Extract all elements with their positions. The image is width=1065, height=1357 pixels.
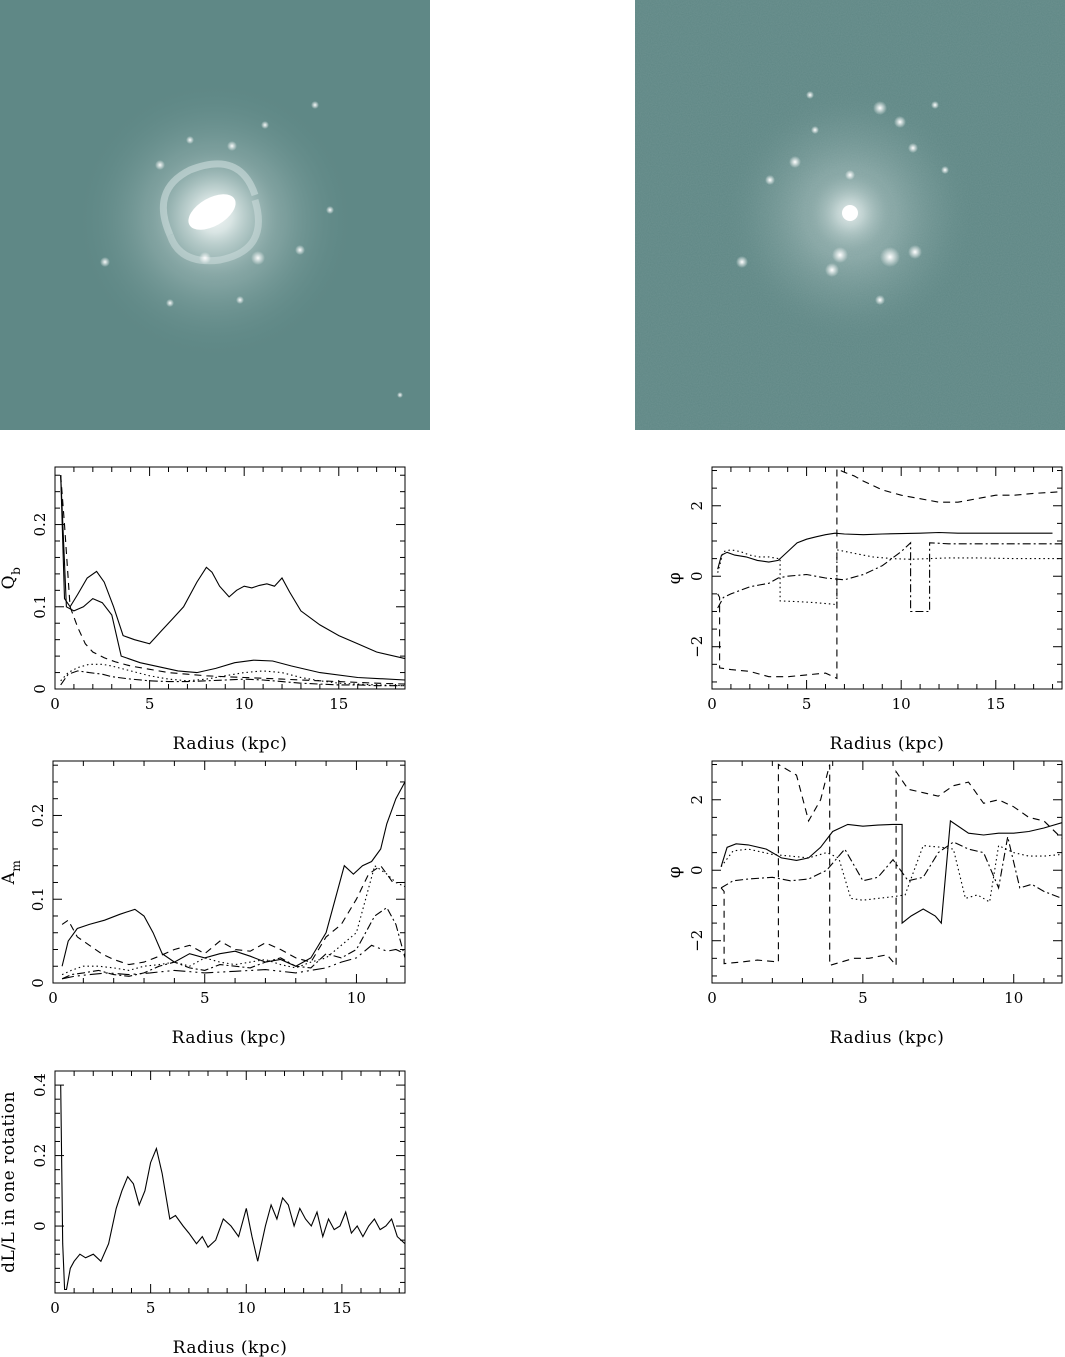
series-line-dashed: [61, 864, 405, 966]
y-tick-label: 0: [29, 978, 47, 988]
y-axis-title: φ: [665, 572, 685, 584]
y-tick-label: 0.1: [29, 887, 47, 911]
galaxy-clumpy-spiral-icon: [635, 0, 1065, 430]
series-line-dashdot: [61, 906, 405, 980]
y-tick-label: 0.4: [31, 1073, 49, 1097]
x-tick-label: 10: [1004, 989, 1023, 1007]
series-line-longdash: [61, 944, 405, 980]
plot-frame: [52, 760, 406, 984]
y-axis-title: dL/L in one rotation: [0, 1091, 19, 1273]
y-tick-label: 0.2: [29, 804, 47, 828]
galaxy-image-left: [0, 0, 430, 430]
x-tick-label: 0: [50, 695, 60, 713]
x-tick-label: 0: [50, 1299, 60, 1317]
series-line-solid: [720, 819, 1062, 925]
x-tick-label: 5: [802, 695, 812, 713]
series-line-dotted: [720, 844, 1062, 903]
chart-qb: 0 5 10 15 0 0.1 0.2 Radius (kpc) Qb: [0, 466, 406, 754]
series-line-dashed: [717, 467, 1062, 680]
x-tick-label: 10: [235, 695, 254, 713]
x-tick-label: 10: [347, 989, 366, 1007]
x-axis-title: Radius (kpc): [172, 1028, 287, 1048]
x-tick-label: 0: [707, 989, 717, 1007]
x-tick-label: 15: [329, 695, 348, 713]
y-tick-label: −2: [688, 930, 706, 952]
y-axis-title: φ: [665, 866, 685, 878]
y-tick-label: −2: [688, 636, 706, 658]
series-line-dotted: [717, 549, 1062, 605]
y-axis-title: Qb: [0, 567, 23, 590]
x-tick-label: 5: [200, 989, 210, 1007]
series-line-dotted: [61, 864, 405, 976]
x-axis-title: Radius (kpc): [173, 1338, 288, 1357]
y-tick-label: 0: [31, 1221, 49, 1231]
y-tick-label: 0.2: [31, 513, 49, 537]
x-axis-title: Radius (kpc): [830, 734, 945, 754]
x-tick-label: 5: [146, 1299, 156, 1317]
y-tick-label: 0.2: [31, 1144, 49, 1168]
x-tick-label: 0: [48, 989, 58, 1007]
galaxy-image-right: [635, 0, 1065, 430]
x-tick-label: 10: [237, 1299, 256, 1317]
chart-phi-bottom: 0 5 10 −2 0 2 Radius (kpc) φ: [665, 760, 1063, 1048]
y-tick-label: 2: [688, 501, 706, 511]
x-tick-label: 5: [858, 989, 868, 1007]
x-tick-label: 5: [145, 695, 155, 713]
plot-frame: [54, 466, 406, 690]
series-line-dashdot: [717, 541, 1062, 613]
y-tick-label: 0: [688, 571, 706, 581]
series-line-solid: [60, 1085, 405, 1291]
x-tick-label: 0: [707, 695, 717, 713]
x-tick-label: 15: [332, 1299, 351, 1317]
x-tick-label: 15: [986, 695, 1005, 713]
y-tick-label: 0: [31, 684, 49, 694]
y-axis-subscript: m: [9, 860, 23, 872]
chart-am: 0 5 10 0 0.1 0.2 Radius (kpc) Am: [0, 760, 406, 1048]
y-axis-title: Am: [0, 860, 23, 886]
chart-phi-top: 0 5 10 15 −2 0 2 Radius (kpc) φ: [665, 466, 1063, 754]
series-line-solid: [717, 531, 1053, 570]
y-axis-subscript: b: [9, 567, 23, 575]
plot-frame: [711, 466, 1063, 690]
y-tick-label: 0: [688, 865, 706, 875]
x-tick-label: 10: [892, 695, 911, 713]
series-line-dashdot: [60, 670, 405, 687]
y-tick-label: 2: [688, 795, 706, 805]
series-line-solid: [60, 475, 405, 660]
galaxy-barred-spiral-icon: [0, 0, 430, 430]
x-axis-title: Radius (kpc): [830, 1028, 945, 1048]
plot-frame: [54, 1070, 406, 1294]
x-axis-title: Radius (kpc): [173, 734, 288, 754]
series-line-solid: [60, 475, 405, 681]
y-tick-label: 0.1: [31, 595, 49, 619]
series-line-dashed: [720, 763, 1062, 967]
series-line-solid: [61, 781, 405, 967]
plot-frame: [711, 760, 1063, 984]
series-line-dashed: [60, 475, 405, 685]
series-line-dashdot: [720, 836, 1062, 899]
chart-dl: 0 5 10 15 0 0.2 0.4 Radius (kpc) dL/L in one rot…: [0, 1070, 406, 1357]
